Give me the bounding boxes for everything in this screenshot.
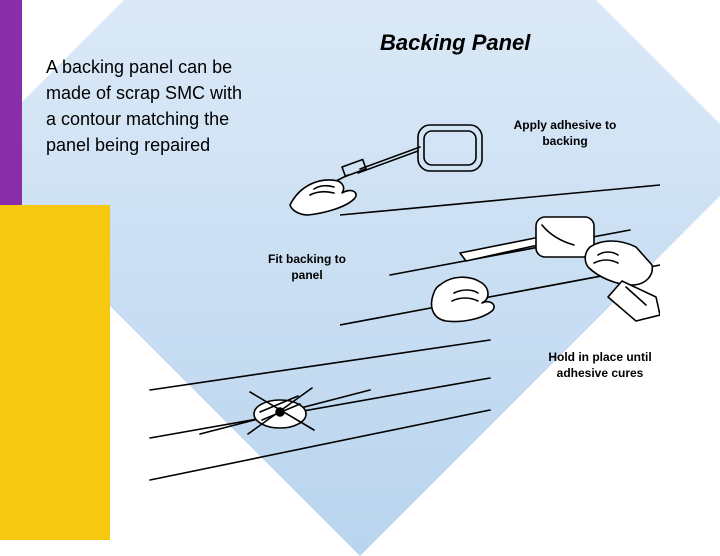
yellow-block: [0, 205, 110, 540]
purple-sidebar: [0, 0, 22, 205]
page-title: Backing Panel: [380, 30, 530, 56]
caption-apply-adhesive: Apply adhesive to backing: [510, 118, 620, 149]
description-text: A backing panel can be made of scrap SMC…: [46, 54, 256, 158]
illus-hold-in-place: [140, 330, 500, 520]
caption-hold-in-place: Hold in place until adhesive cures: [530, 350, 670, 381]
caption-fit-backing: Fit backing to panel: [262, 252, 352, 283]
